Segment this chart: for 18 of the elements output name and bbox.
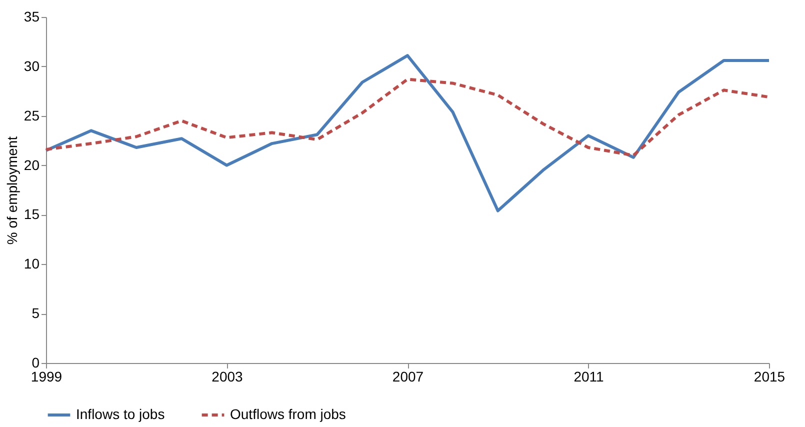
x-tick-label: 1999	[30, 368, 62, 384]
line-series	[44, 54, 770, 212]
legend-label: Inflows to jobs	[76, 406, 165, 422]
y-tick-label: 0	[32, 354, 40, 370]
y-axis-title: % of employment	[4, 136, 20, 245]
x-tick-label: 2007	[392, 368, 424, 384]
y-tick-label: 15	[24, 206, 40, 222]
y-tick-label: 30	[24, 58, 40, 74]
y-tick-label: 25	[24, 107, 40, 124]
x-tick-label: 2003	[212, 368, 244, 384]
y-tick-label: 20	[24, 156, 40, 173]
x-tick-label: 2015	[754, 368, 786, 384]
y-tick-label: 35	[24, 8, 40, 24]
legend-label: Outflows from jobs	[230, 406, 346, 422]
line-series	[44, 78, 770, 157]
y-tick-label: 10	[24, 256, 40, 272]
x-tick-label: 2011	[574, 368, 604, 384]
y-tick-label: 5	[32, 305, 40, 322]
